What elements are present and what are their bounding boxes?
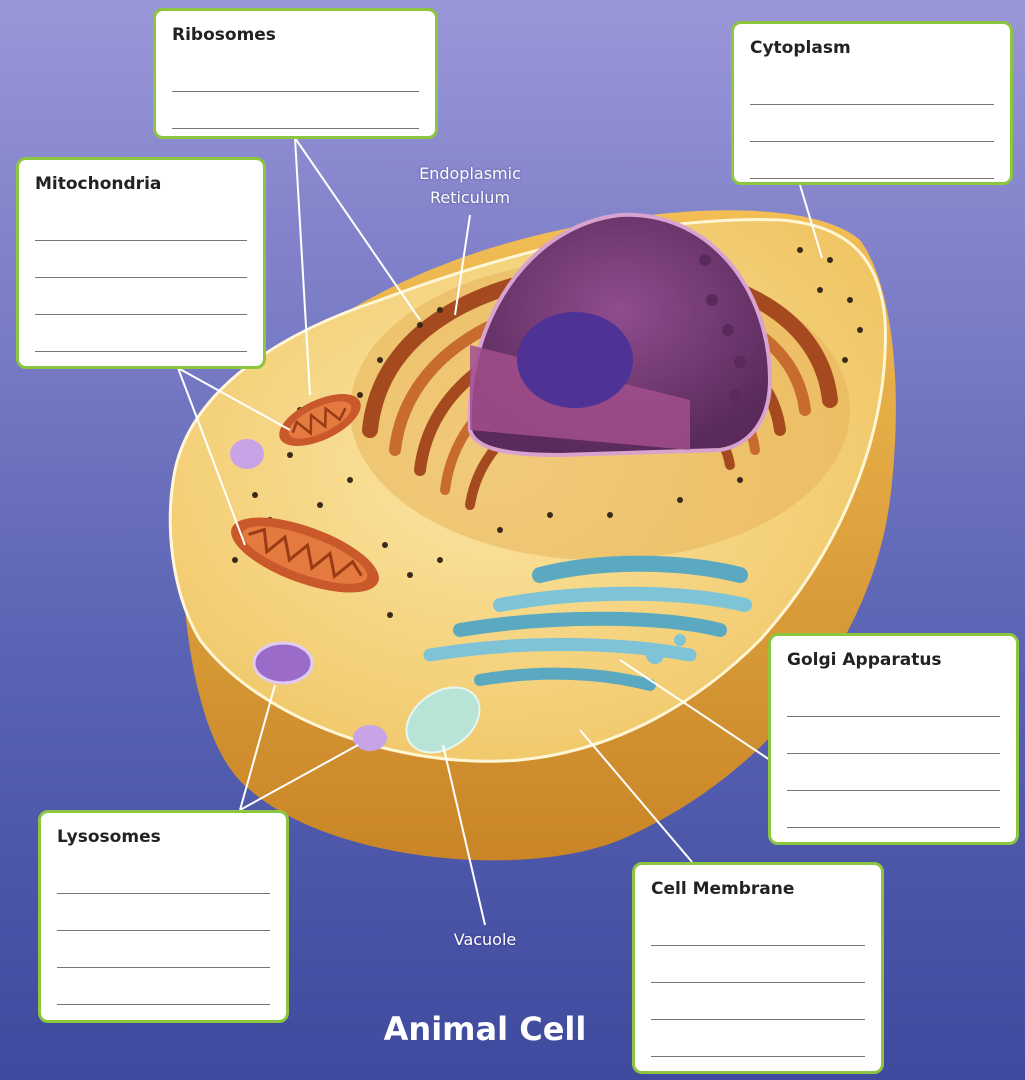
write-line[interactable] — [651, 909, 865, 946]
write-line[interactable] — [787, 717, 1000, 754]
write-line[interactable] — [651, 1020, 865, 1057]
write-line[interactable] — [57, 931, 270, 968]
write-line[interactable] — [750, 68, 994, 105]
page-title: Animal Cell — [383, 1010, 587, 1048]
write-line[interactable] — [35, 278, 247, 315]
lysosomes — [230, 439, 387, 751]
write-line[interactable] — [787, 754, 1000, 791]
mitochondria-label: Mitochondria — [35, 174, 162, 194]
write-line[interactable] — [35, 204, 247, 241]
endoplasmic-reticulum-label-line2: Reticulum — [429, 188, 511, 207]
golgi-apparatus — [423, 555, 752, 691]
cytoplasm-label: Cytoplasm — [750, 38, 851, 58]
endoplasmic-reticulum-label: Endoplasmic Reticulum — [395, 162, 545, 210]
write-line[interactable] — [57, 857, 270, 894]
vacuole-label: Vacuole — [453, 930, 517, 949]
ribosomes-label: Ribosomes — [172, 25, 276, 45]
label-box-mitochondria: Mitochondria — [16, 157, 266, 369]
write-line[interactable] — [750, 142, 994, 179]
write-line[interactable] — [750, 105, 994, 142]
write-line[interactable] — [57, 894, 270, 931]
label-box-golgi-apparatus: Golgi Apparatus — [768, 633, 1019, 845]
write-line[interactable] — [651, 983, 865, 1020]
label-box-lysosomes: Lysosomes — [38, 810, 289, 1023]
write-line[interactable] — [172, 92, 419, 129]
cell-membrane-label: Cell Membrane — [651, 879, 795, 899]
write-line[interactable] — [787, 791, 1000, 828]
mitochondria — [231, 394, 379, 593]
write-line[interactable] — [787, 680, 1000, 717]
lysosomes-label: Lysosomes — [57, 827, 161, 847]
write-line[interactable] — [35, 315, 247, 352]
leader-lines — [177, 137, 823, 926]
endoplasmic-reticulum-label-line1: Endoplasmic — [419, 164, 521, 183]
label-box-ribosomes: Ribosomes — [153, 8, 438, 139]
write-line[interactable] — [35, 241, 247, 278]
write-line[interactable] — [651, 946, 865, 983]
nucleus — [467, 212, 773, 458]
label-box-cytoplasm: Cytoplasm — [731, 21, 1013, 185]
write-line[interactable] — [57, 968, 270, 1005]
write-line[interactable] — [172, 55, 419, 92]
label-box-cell-membrane: Cell Membrane — [632, 862, 884, 1074]
vacuole — [405, 686, 481, 754]
golgi-apparatus-label: Golgi Apparatus — [787, 650, 942, 670]
